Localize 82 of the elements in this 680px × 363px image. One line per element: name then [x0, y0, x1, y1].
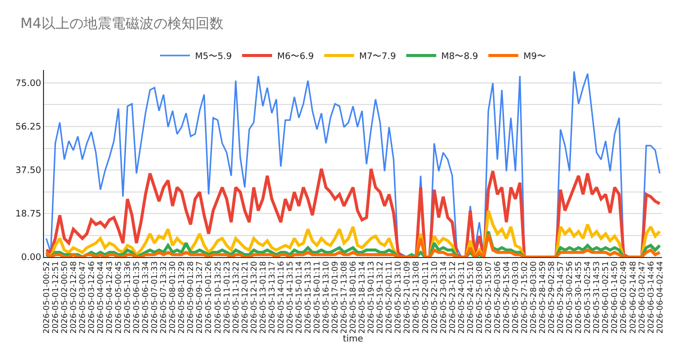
x-tick-label: 2026-05-09-13:27	[195, 261, 204, 334]
x-tick-label: 2026-05-18-01:06	[348, 261, 358, 334]
x-tick-label: 2026-05-23-03:14	[438, 261, 448, 334]
x-tick-label: 2026-06-02-02:49	[619, 261, 628, 334]
x-tick-label: 2026-05-03-12:46	[86, 261, 96, 334]
x-tick-label: 2026-05-30-14:55	[574, 261, 584, 334]
x-tick-label: 2026-05-21-01:09	[402, 261, 412, 334]
line-series	[46, 70, 660, 257]
x-tick-label: 2026-05-08-01:30	[168, 261, 178, 334]
x-tick-label: 2026-05-09-01:28	[186, 261, 196, 334]
chart-title: M4以上の地震電磁波の検知回数	[20, 16, 224, 32]
x-tick-label: 2026-05-04-12:43	[105, 261, 114, 334]
y-tick-label: 56.25	[15, 122, 42, 133]
x-tick-label: 2026-05-05-00:45	[114, 261, 124, 334]
x-tick-label: 2026-05-19-13:12	[376, 261, 385, 334]
x-tick-label: 2026-05-07-13:32	[159, 261, 168, 334]
x-tick-label: 2026-05-19-01:13	[366, 261, 376, 334]
y-tick-label: 37.50	[15, 166, 42, 176]
x-tick-label: 2026-05-12-13:20	[249, 261, 258, 334]
x-tick-label: 2026-05-13-13:17	[267, 261, 276, 334]
y-tick-label: 75.00	[15, 79, 42, 90]
x-tick-label: 2026-05-20-13:10	[394, 261, 403, 334]
x-tick-label: 2026-06-02-14:48	[628, 261, 638, 334]
legend-label: M9〜	[523, 52, 546, 62]
x-tick-label: 2026-05-20-01:11	[384, 261, 394, 334]
x-tick-label: 2026-05-24-15:10	[466, 261, 475, 334]
x-tick-label: 2026-05-27-15:02	[520, 261, 530, 334]
x-tick-label: 2026-05-04-00:44	[96, 261, 105, 334]
x-tick-label: 2026-05-02-00:50	[60, 261, 69, 334]
x-tick-label: 2026-05-06-01:35	[132, 261, 142, 334]
x-tick-label: 2026-05-26-03:06	[492, 261, 502, 334]
x-tick-label: 2026-05-22-13:10	[430, 261, 439, 334]
x-tick-label: 2026-05-25-15:07	[484, 261, 493, 334]
x-tick-label: 2026-06-01-14:50	[610, 261, 620, 334]
x-tick-label: 2026-05-14-01:16	[276, 261, 286, 334]
x-tick-label: 2026-05-30-02:56	[565, 261, 574, 334]
x-tick-label: 2026-05-17-01:09	[330, 261, 340, 334]
y-tick-label: 18.75	[15, 210, 42, 220]
x-tick-label: 2026-05-08-13:29	[177, 261, 186, 334]
x-tick-label: 2026-05-17-13:08	[340, 261, 349, 334]
x-tick-label: 2026-05-31-14:53	[592, 261, 602, 334]
x-tick-label: 2026-05-22-01:11	[420, 261, 430, 334]
x-tick-label: 2026-06-01-02:51	[601, 261, 610, 334]
x-tick-label: 2026-06-03-02:47	[637, 261, 646, 334]
legend-label: M6〜6.9	[277, 52, 314, 62]
x-tick-label: 2026-05-15-13:13	[303, 261, 312, 334]
x-tick-label: 2026-05-10-13:25	[213, 261, 222, 334]
x-tick-label: 2026-05-29-02:58	[547, 261, 556, 334]
x-tick-label: 2026-05-13-01:18	[258, 261, 268, 334]
x-axis-title: time	[342, 334, 364, 344]
x-tick-label: 2026-05-12-01:21	[240, 261, 250, 334]
x-tick-label: 2026-05-10-01:26	[204, 261, 214, 334]
x-tick-label: 2026-05-21-13:08	[412, 261, 421, 334]
x-tick-label: 2026-05-29-14:57	[556, 261, 566, 334]
x-tick-label: 2026-05-16-01:11	[312, 261, 322, 334]
x-tick-label: 2026-05-06-13:34	[141, 261, 150, 334]
y-tick-label: 0.00	[21, 253, 42, 264]
x-tick-label: 2026-05-24-03:11	[456, 261, 466, 334]
x-tick-label: 2026-05-01-00:52	[42, 261, 51, 334]
x-tick-label: 2026-05-31-02:54	[583, 261, 592, 334]
x-tick-label: 2026-05-11-01:23	[222, 261, 232, 334]
x-tick-label: 2026-05-03-00:47	[78, 261, 87, 334]
x-tick-label: 2026-05-26-15:04	[502, 261, 511, 334]
x-tick-label: 2026-05-02-12:48	[68, 261, 78, 334]
legend-label: M7〜7.9	[359, 52, 396, 62]
x-tick-label: 2026-05-28-14:59	[538, 261, 548, 334]
x-tick-label: 2026-05-23-15:12	[448, 261, 457, 334]
x-tick-label: 2026-06-03-14:46	[646, 261, 656, 334]
legend-label: M5〜5.9	[195, 52, 232, 62]
x-tick-label: 2026-05-27-03:03	[510, 261, 520, 334]
legend-label: M8〜8.9	[441, 52, 478, 62]
x-tick-label: 2026-05-28-03:00	[529, 261, 538, 334]
x-tick-label: 2026-05-11-13:22	[231, 261, 240, 334]
x-tick-label: 2026-05-14-13:15	[285, 261, 294, 334]
x-tick-label: 2026-05-07-01:33	[150, 261, 160, 334]
x-tick-label: 2026-05-25-03:08	[474, 261, 484, 334]
x-tick-label: 2026-06-04-02:44	[655, 261, 664, 334]
x-tick-label: 2026-05-18-13:14	[358, 261, 367, 334]
x-tick-label: 2026-05-15-01:14	[294, 261, 304, 334]
x-tick-label: 2026-05-01-12:51	[50, 261, 60, 334]
x-tick-label: 2026-05-05-13:36	[123, 261, 132, 334]
x-tick-label: 2026-05-16-13:10	[322, 261, 331, 334]
